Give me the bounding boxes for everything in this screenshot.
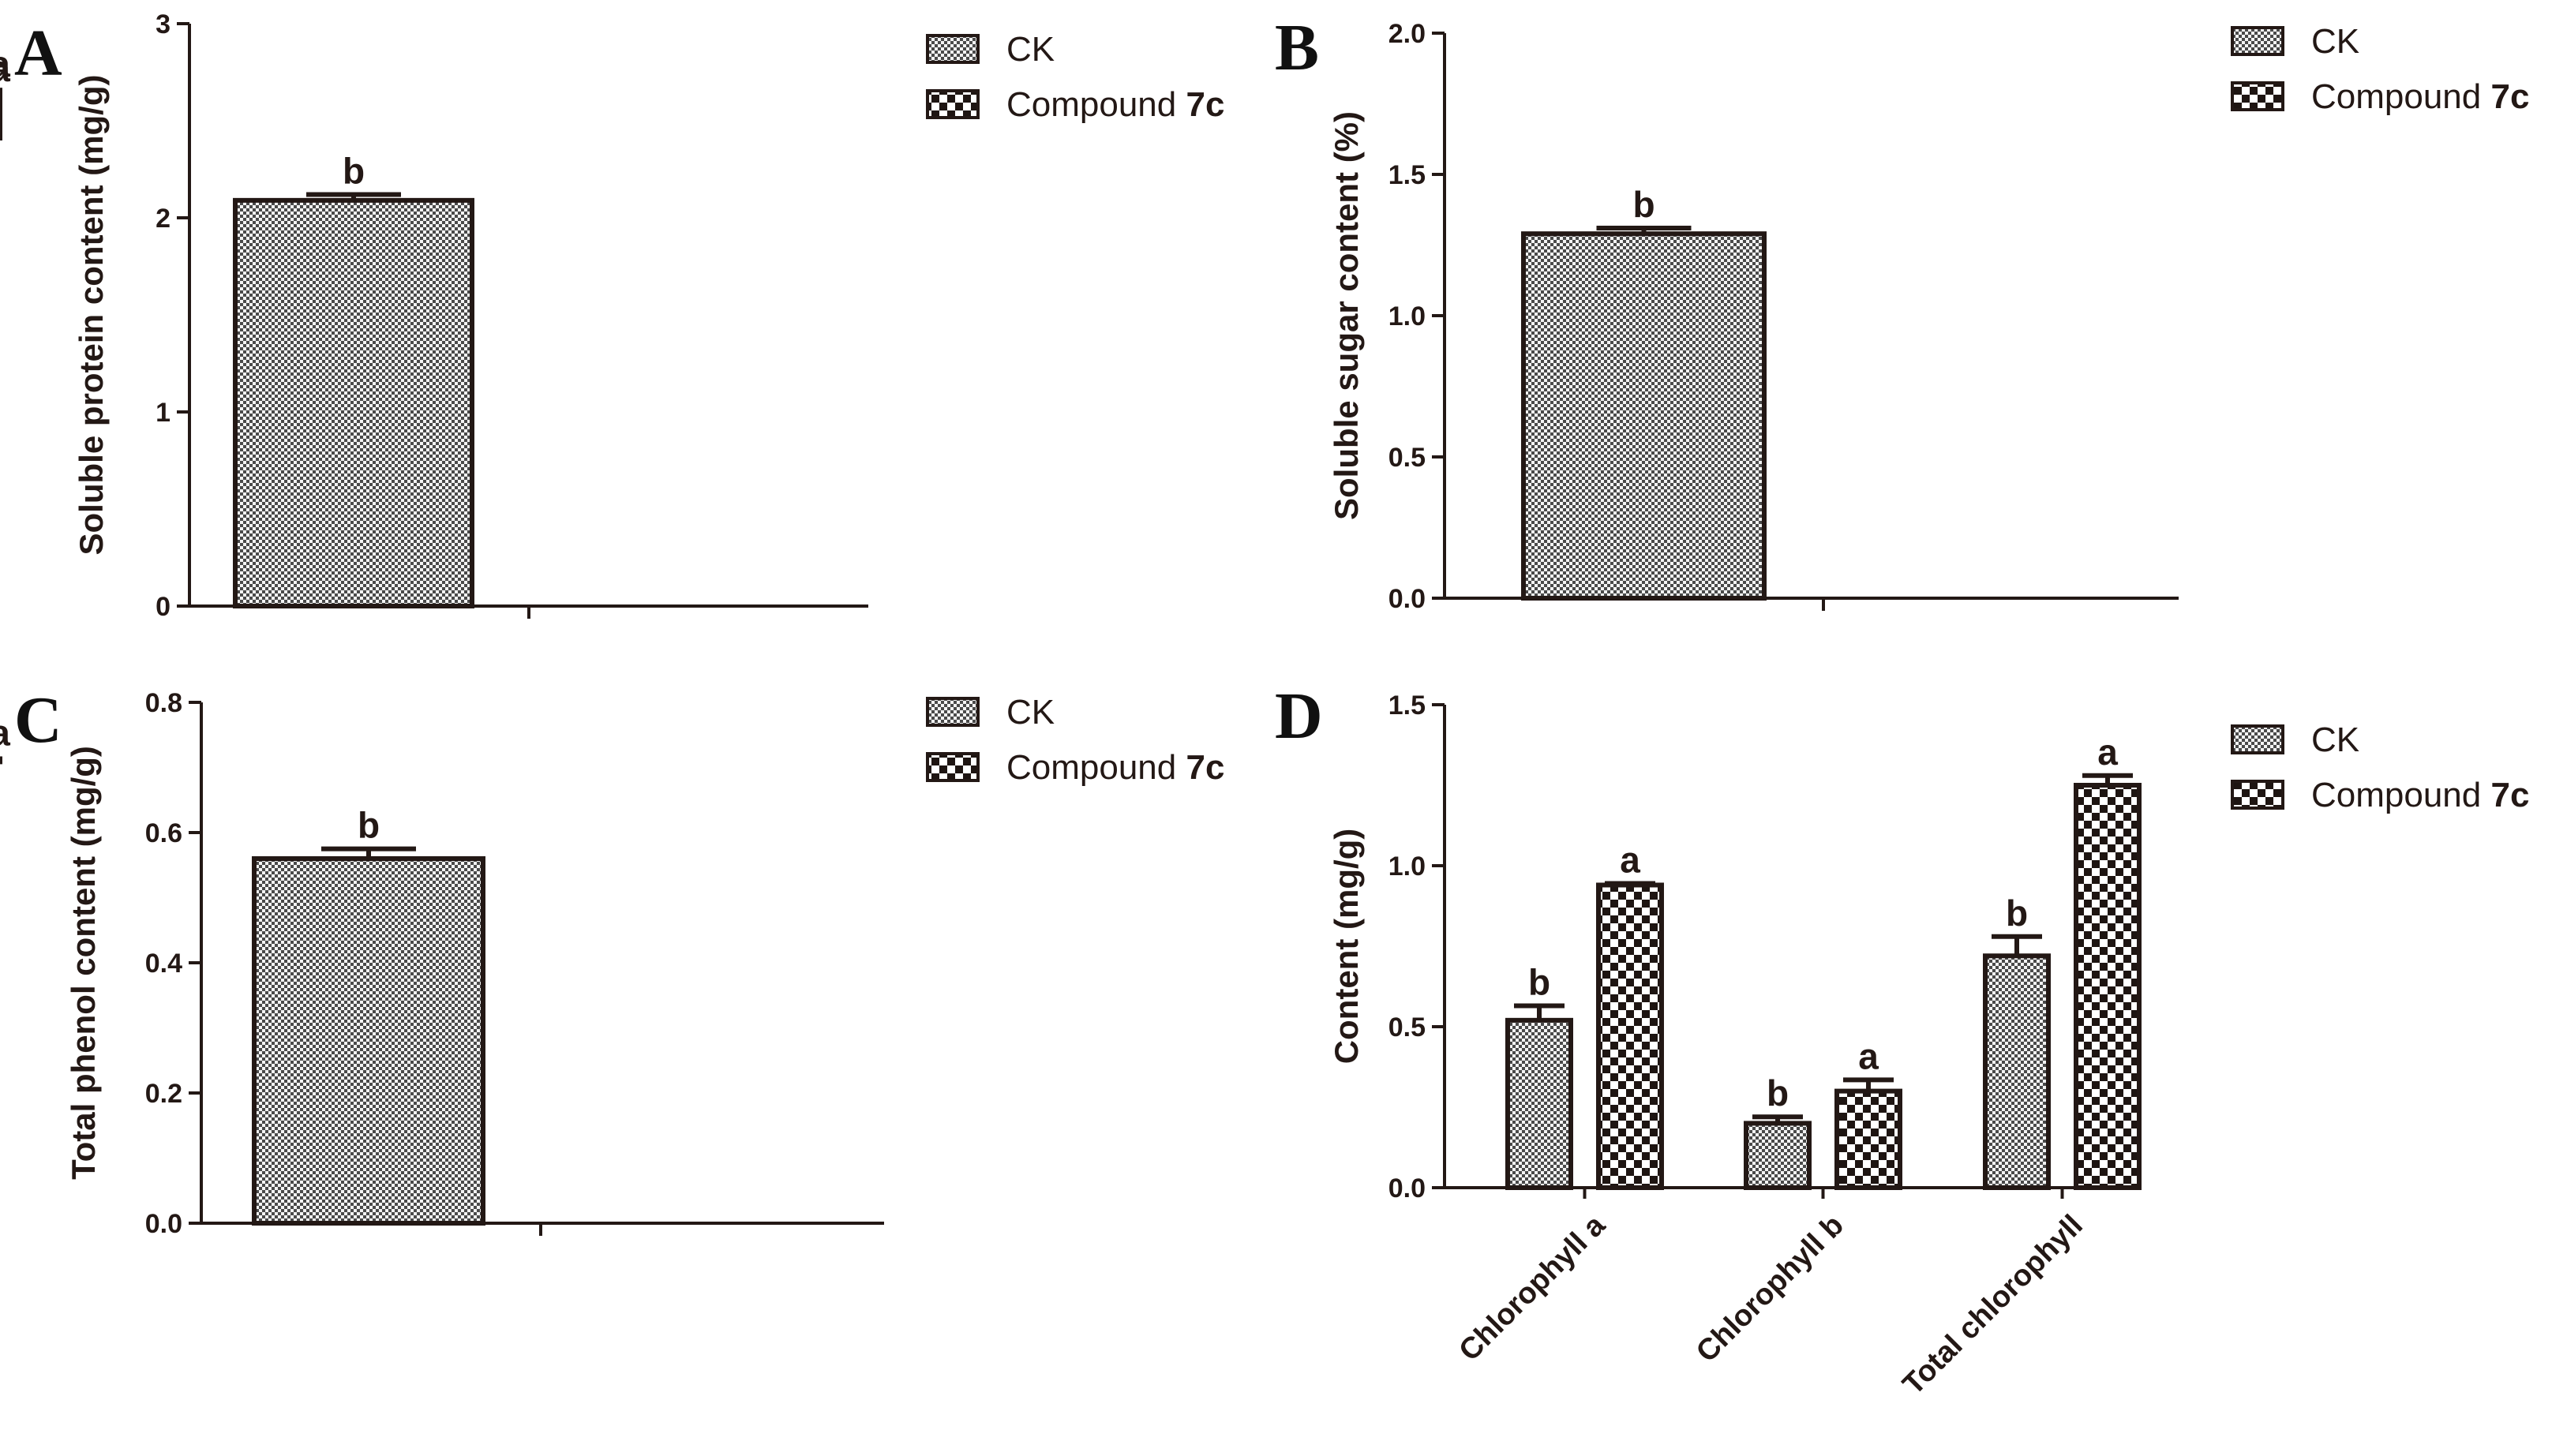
y-tick-label: 0.5 xyxy=(1388,443,1426,473)
x-category-label: Chlorophyll a xyxy=(1452,1208,1612,1368)
panel-letter: C xyxy=(14,683,62,757)
y-tick-label: 0.0 xyxy=(145,1209,182,1239)
legend-swatch-ck xyxy=(2231,724,2284,754)
legend: CK Compound 7c xyxy=(2231,721,2529,814)
legend-label-compound-text: Compound xyxy=(1006,85,1186,124)
bar-ck xyxy=(1744,1121,1812,1191)
legend-label-compound-number: 7c xyxy=(1186,85,1224,124)
panel-letter: A xyxy=(14,17,62,90)
y-tick-label: 0.4 xyxy=(145,949,182,979)
bar-ck xyxy=(1521,231,1767,601)
y-axis-title: Soluble sugar content (%) xyxy=(1328,111,1365,520)
legend: CK Compound 7c xyxy=(926,693,1224,787)
y-tick-label: 0.2 xyxy=(145,1079,182,1109)
y-tick-label: 0.8 xyxy=(145,688,182,718)
legend: CK Compound 7c xyxy=(926,30,1224,124)
legend: CK Compound 7c xyxy=(2231,22,2529,116)
y-tick-label: 1.0 xyxy=(1388,852,1426,881)
y-tick-label: 2.0 xyxy=(1388,19,1426,49)
bar-ck xyxy=(1505,1017,1573,1190)
y-tick-label: 0.0 xyxy=(1388,1173,1426,1203)
legend-swatch-compound-7c xyxy=(2231,780,2284,810)
significance-letter: b xyxy=(1632,184,1654,225)
bar-compound-7c xyxy=(1596,882,1664,1190)
significance-letter: a xyxy=(0,48,10,89)
panel-letter: D xyxy=(1275,679,1323,753)
significance-letter: a xyxy=(0,43,10,84)
y-tick-label: 1.5 xyxy=(1388,691,1426,721)
x-category-label: Total chlorophyll xyxy=(1897,1209,2089,1402)
legend-swatch-ck xyxy=(926,34,980,64)
chart-panel-d: D Content (mg/g) 0.0 0.5 1.0 1.5 b a Chlorophyll… xyxy=(1275,679,2529,1402)
significance-letter: a xyxy=(0,712,10,753)
significance-letter: a xyxy=(1620,839,1640,880)
legend-swatch-ck xyxy=(926,697,980,727)
y-tick-label: 0.6 xyxy=(145,818,182,848)
y-tick-label: 0 xyxy=(156,592,171,622)
y-tick-label: 0.5 xyxy=(1388,1012,1426,1042)
significance-letter: b xyxy=(1528,961,1550,1002)
y-axis-title: Soluble protein content (mg/g) xyxy=(73,75,110,556)
y-tick-label: 0.0 xyxy=(1388,584,1426,614)
legend-label-compound-text: Compound xyxy=(1006,748,1186,787)
y-axis-title: Content (mg/g) xyxy=(1328,829,1365,1065)
panel-letter: B xyxy=(1275,11,1319,84)
y-tick-label: 1.5 xyxy=(1388,160,1426,190)
bar-compound-7c xyxy=(2074,783,2142,1190)
significance-letter: a xyxy=(2097,732,2118,773)
significance-letter: b xyxy=(2006,893,2028,934)
legend-label-compound-7c: Compound 7c xyxy=(2311,77,2529,116)
legend-swatch-ck xyxy=(2231,26,2284,56)
legend-swatch-compound-7c xyxy=(2231,81,2284,111)
significance-letter: b xyxy=(358,805,380,846)
y-tick-label: 1.0 xyxy=(1388,301,1426,331)
legend-label-compound-number: 7c xyxy=(2490,776,2529,814)
bar-ck xyxy=(1983,953,2051,1190)
significance-letter: a xyxy=(1858,1035,1879,1076)
legend-label-ck: CK xyxy=(2311,721,2359,759)
y-tick-label: 1 xyxy=(156,398,171,428)
x-category-label: Chlorophyll b xyxy=(1690,1209,1850,1369)
legend-label-compound-7c: Compound 7c xyxy=(2311,776,2529,814)
significance-letter: b xyxy=(343,150,365,191)
legend-label-ck: CK xyxy=(1006,693,1055,732)
significance-letter: b xyxy=(1767,1072,1789,1114)
legend-label-ck: CK xyxy=(2311,22,2359,61)
y-tick-label: 3 xyxy=(156,9,171,39)
legend-swatch-compound-7c xyxy=(926,752,980,782)
legend-label-compound-7c: Compound 7c xyxy=(1006,85,1224,124)
y-tick-label: 2 xyxy=(156,204,171,234)
legend-label-compound-number: 7c xyxy=(1186,748,1224,787)
legend-swatch-compound-7c xyxy=(926,89,980,119)
legend-label-compound-text: Compound xyxy=(2311,776,2490,814)
bar-compound-7c xyxy=(1834,1088,1902,1190)
legend-label-ck: CK xyxy=(1006,30,1055,69)
legend-label-compound-text: Compound xyxy=(2311,77,2490,116)
legend-label-compound-number: 7c xyxy=(2490,77,2529,116)
bar-ck xyxy=(233,197,474,609)
y-axis-title: Total phenol content (mg/g) xyxy=(65,746,102,1180)
bar-ck xyxy=(252,856,485,1226)
legend-label-compound-7c: Compound 7c xyxy=(1006,748,1224,787)
